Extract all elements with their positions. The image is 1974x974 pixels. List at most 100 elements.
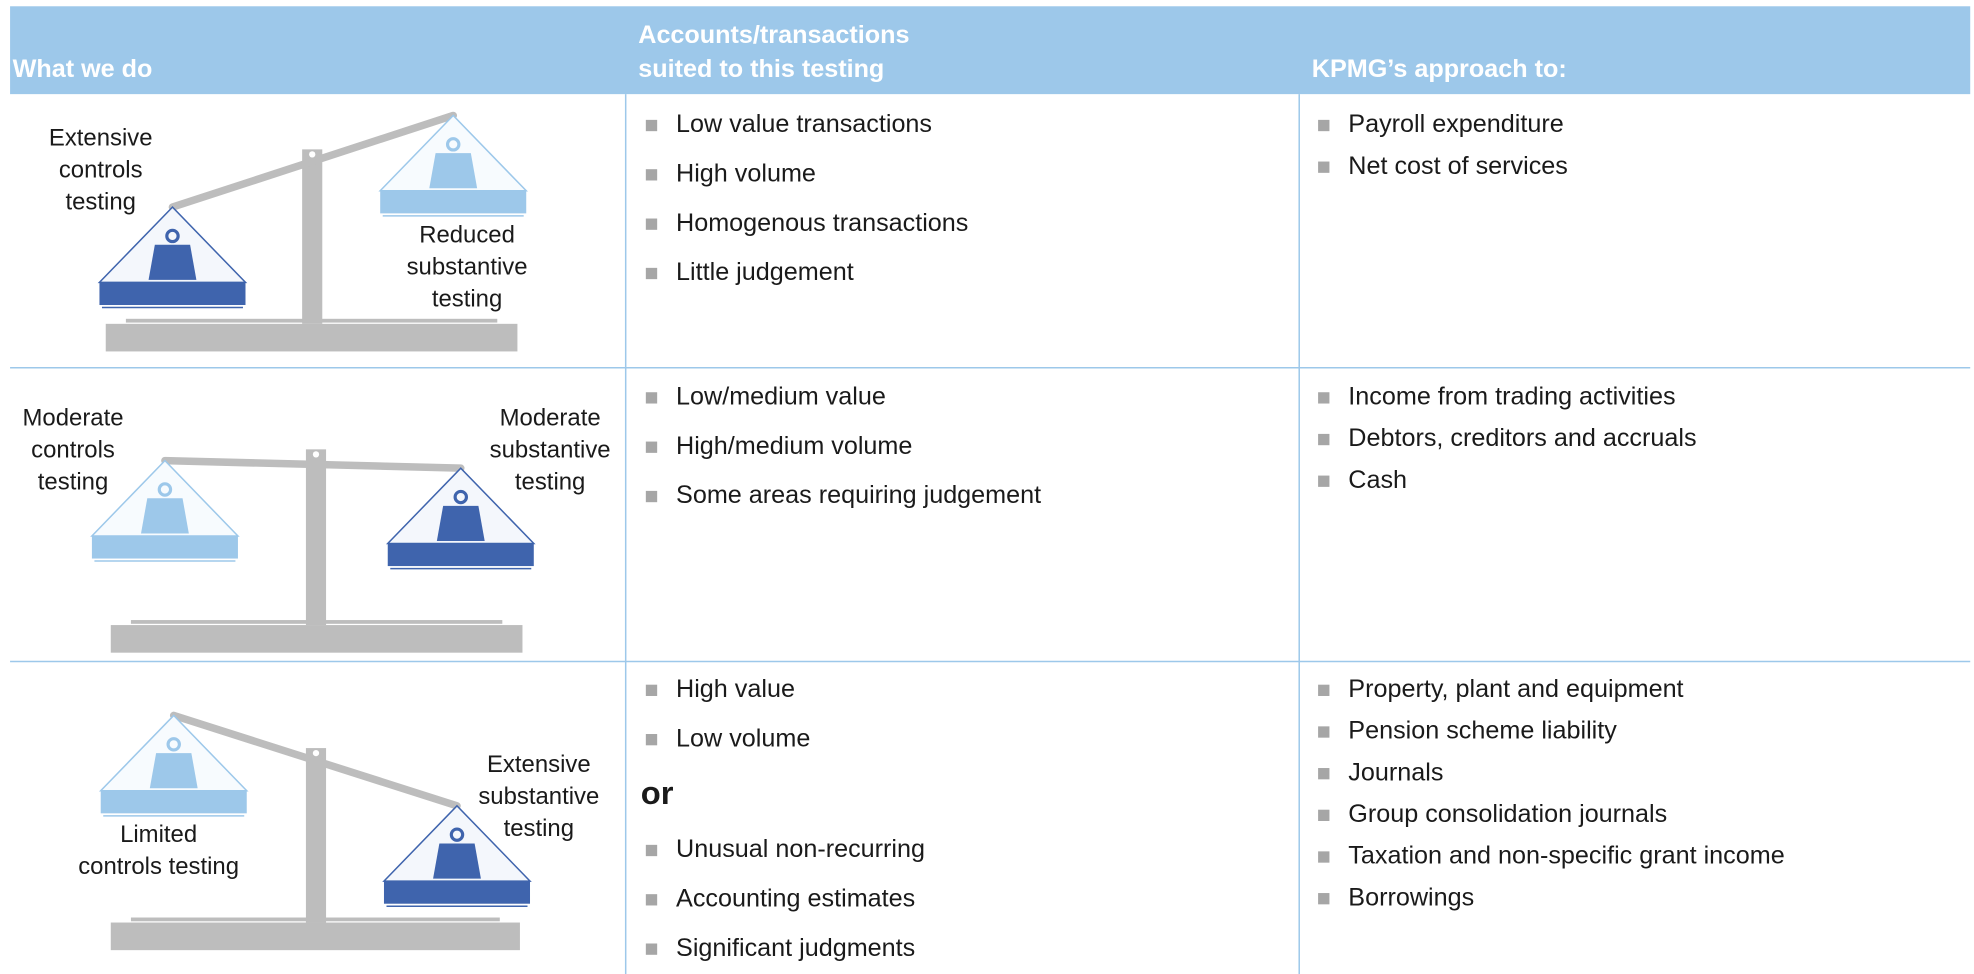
list-item: Significant judgments — [676, 934, 915, 962]
pan-bar — [91, 535, 238, 559]
pan-bar — [100, 790, 247, 814]
scale-post — [305, 748, 327, 923]
header-cell: Accounts/transactions — [638, 21, 909, 49]
bullet — [645, 267, 658, 280]
pan-bar — [380, 190, 527, 214]
pivot — [312, 451, 320, 458]
scale-base — [110, 922, 520, 951]
bullet — [645, 392, 658, 404]
weight-ring — [157, 482, 173, 497]
scale-label: substantive — [407, 253, 528, 280]
list-item: Low volume — [676, 724, 810, 752]
list-item: Little judgement — [676, 258, 854, 286]
list-item: Payroll expenditure — [1348, 110, 1563, 138]
weight — [148, 244, 197, 280]
light-pan — [98, 714, 249, 817]
scale-label: Reduced — [419, 221, 515, 248]
list-item: Journals — [1348, 758, 1443, 786]
scale-post — [305, 449, 327, 626]
scale-label: testing — [65, 189, 135, 216]
list-item: Cash — [1348, 466, 1407, 494]
scale-label: Extensive — [487, 751, 591, 778]
bullet — [645, 441, 658, 453]
bullet — [645, 218, 658, 230]
list-item: Property, plant and equipment — [1348, 675, 1683, 703]
bullet — [645, 894, 658, 906]
pivot — [309, 151, 316, 158]
list-item: Income from trading activities — [1348, 383, 1675, 411]
bullet — [1318, 768, 1330, 780]
grid — [10, 94, 1971, 974]
separator: or — [641, 774, 674, 811]
list-item: Low/medium value — [676, 383, 886, 411]
scale-label: testing — [38, 469, 108, 496]
bullet — [1318, 809, 1330, 821]
scale-label: controls testing — [78, 853, 239, 880]
list-item: Pension scheme liability — [1348, 717, 1617, 745]
bullet — [645, 119, 658, 132]
list-item: Low value transactions — [676, 110, 932, 138]
bullet — [645, 844, 658, 857]
scale-label: Limited — [120, 821, 197, 848]
bullet — [645, 943, 658, 955]
bullet — [645, 490, 658, 503]
bullet — [1318, 684, 1330, 696]
list-item: Some areas requiring judgement — [676, 481, 1041, 509]
weight — [436, 505, 485, 541]
bullet — [1318, 119, 1330, 132]
pan-bar — [383, 881, 531, 904]
scale-beam — [168, 111, 457, 211]
bullet — [1318, 726, 1330, 738]
list-item: Homogenous transactions — [676, 209, 968, 237]
list-item: High volume — [676, 160, 816, 188]
weight-ring — [165, 228, 180, 244]
bullet — [1318, 893, 1330, 905]
heavy-pan — [382, 804, 532, 907]
weight-ring — [449, 827, 465, 842]
scale-beam — [169, 711, 461, 810]
heavy-pan — [385, 467, 536, 570]
scale-base — [110, 625, 523, 653]
scale-label: testing — [504, 815, 574, 842]
weight-ring — [445, 137, 461, 152]
scale-beam — [161, 456, 465, 472]
list-item: High/medium volume — [676, 432, 912, 460]
weight — [429, 153, 478, 189]
bullet — [1318, 475, 1330, 487]
bullet — [645, 734, 658, 746]
weight — [433, 843, 481, 879]
bullet — [1318, 851, 1330, 863]
scale-label: controls — [31, 437, 115, 464]
weight — [141, 498, 189, 534]
weight-ring — [453, 489, 469, 505]
list-item: Group consolidation journals — [1348, 800, 1667, 828]
header-cell: suited to this testing — [638, 55, 884, 83]
pan-bar — [387, 543, 534, 567]
scale-label: testing — [432, 285, 502, 312]
scale-label: controls — [59, 157, 143, 184]
list-item: Net cost of services — [1348, 152, 1568, 180]
list-item: Accounting estimates — [676, 884, 915, 912]
header-cell: KPMG’s approach to: — [1312, 55, 1567, 83]
scale-base — [105, 323, 518, 352]
scale-label: Moderate — [23, 405, 124, 432]
bullet — [645, 169, 658, 181]
scale-label: testing — [515, 469, 585, 496]
scale-label: Moderate — [500, 405, 601, 432]
light-pan — [90, 459, 240, 562]
header-band — [10, 6, 1971, 95]
scale-label: substantive — [490, 437, 611, 464]
scale-label: Extensive — [49, 125, 153, 152]
bullet — [1318, 433, 1330, 446]
weight-ring — [166, 737, 181, 752]
weight — [149, 753, 198, 789]
bullet — [1318, 161, 1330, 173]
list-item: Taxation and non-specific grant income — [1348, 842, 1784, 870]
list-item: Borrowings — [1348, 883, 1474, 911]
light-pan — [378, 114, 529, 217]
bullet — [1318, 392, 1330, 404]
list-item: High value — [676, 675, 795, 703]
bullet — [645, 684, 658, 696]
